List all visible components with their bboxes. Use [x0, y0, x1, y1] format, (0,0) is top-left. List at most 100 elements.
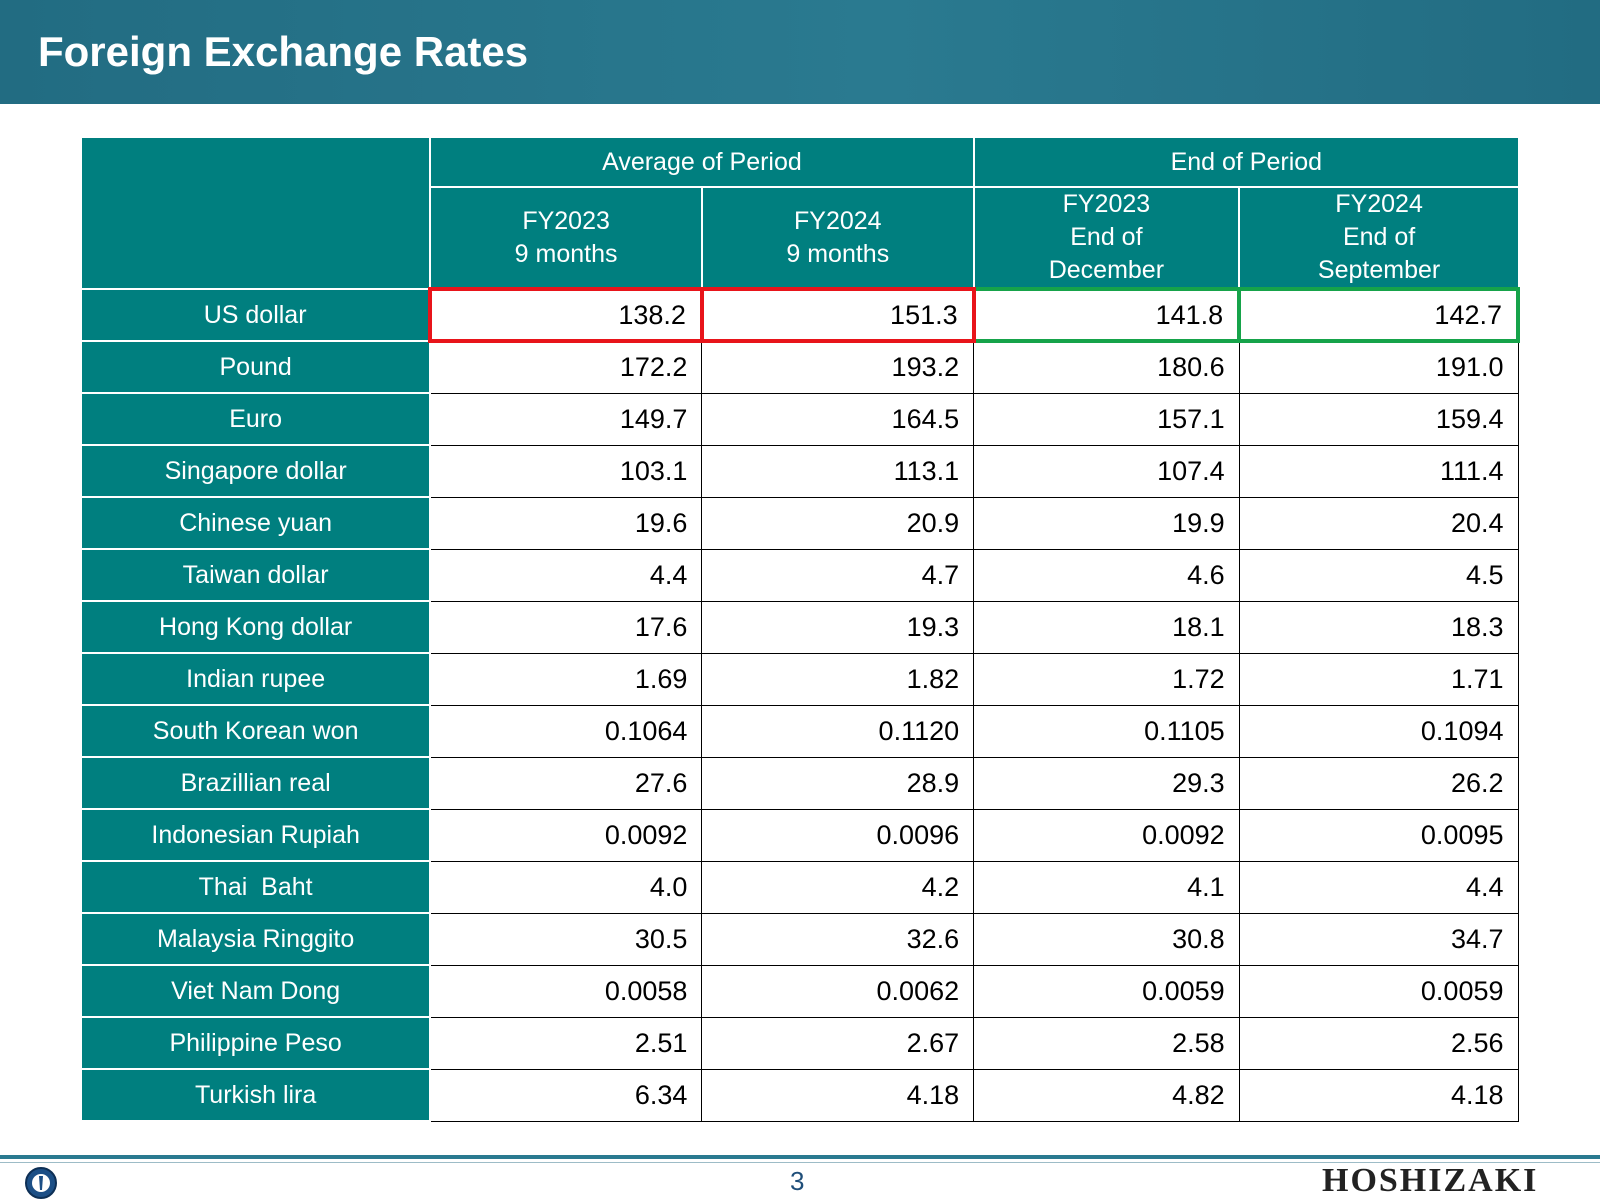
- rate-cell-avg-fy2024: 19.3: [701, 600, 975, 654]
- page-title: Foreign Exchange Rates: [38, 28, 529, 75]
- rate-cell-end-fy2024: 0.0095: [1238, 808, 1519, 862]
- rate-cell-avg-fy2024: 151.3: [699, 287, 976, 343]
- rate-cell-end-fy2023: 4.82: [973, 1068, 1240, 1122]
- table-row: Chinese yuan 19.6 20.9 19.9 20.4: [82, 496, 1519, 550]
- currency-label: Philippine Peso: [82, 1017, 432, 1070]
- table-row: Hong Kong dollar 17.6 19.3 18.1 18.3: [82, 600, 1519, 654]
- currency-label: Chinese yuan: [82, 497, 432, 550]
- brand-logo-text: HOSHIZAKI: [1322, 1162, 1539, 1199]
- rate-cell-avg-fy2024: 2.67: [701, 1016, 975, 1070]
- rate-cell-avg-fy2023: 0.0092: [429, 808, 703, 862]
- rate-cell-avg-fy2023: 30.5: [429, 912, 703, 966]
- rate-cell-avg-fy2023: 103.1: [429, 444, 703, 498]
- currency-label: Euro: [82, 393, 432, 446]
- rate-cell-end-fy2023: 4.6: [973, 548, 1240, 602]
- rate-cell-avg-fy2023: 2.51: [429, 1016, 703, 1070]
- rate-cell-end-fy2023: 180.6: [973, 340, 1240, 394]
- rate-cell-avg-fy2024: 1.82: [701, 652, 975, 706]
- rate-cell-end-fy2023: 0.0059: [973, 964, 1240, 1018]
- rate-cell-end-fy2023: 1.72: [973, 652, 1240, 706]
- column-header-end-fy2024: FY2024 End of September: [1238, 187, 1518, 290]
- rate-cell-avg-fy2023: 0.1064: [429, 704, 703, 758]
- rate-cell-end-fy2024: 20.4: [1238, 496, 1519, 550]
- rate-cell-avg-fy2023: 4.4: [429, 548, 703, 602]
- rate-cell-end-fy2023: 4.1: [973, 860, 1240, 914]
- rate-cell-end-fy2023: 157.1: [973, 392, 1240, 446]
- rate-cell-end-fy2023: 0.1105: [973, 704, 1240, 758]
- column-header-end-fy2023: FY2023 End of December: [972, 187, 1240, 290]
- currency-label: Pound: [82, 341, 432, 394]
- table-row: Brazillian real 27.6 28.9 29.3 26.2: [82, 756, 1519, 810]
- currency-label: Singapore dollar: [82, 445, 432, 498]
- rate-cell-end-fy2024: 4.18: [1238, 1068, 1519, 1122]
- rate-cell-end-fy2023: 18.1: [973, 600, 1240, 654]
- table-body: US dollar 138.2 151.3 141.8 142.7 Pound 172.2 1…: [82, 287, 1520, 1122]
- rate-cell-avg-fy2023: 149.7: [429, 392, 703, 446]
- rate-cell-end-fy2024: 4.5: [1238, 548, 1519, 602]
- rate-cell-end-fy2023: 141.8: [971, 287, 1242, 343]
- table-row: US dollar 138.2 151.3 141.8 142.7: [82, 287, 1520, 343]
- rate-cell-avg-fy2024: 0.0096: [701, 808, 975, 862]
- rate-cell-end-fy2023: 107.4: [973, 444, 1240, 498]
- table-row: Pound 172.2 193.2 180.6 191.0: [82, 340, 1519, 394]
- exchange-rate-table: Average of Period End of Period FY2023 9…: [82, 138, 1520, 1122]
- rate-cell-avg-fy2024: 0.1120: [701, 704, 975, 758]
- rate-cell-end-fy2024: 34.7: [1238, 912, 1519, 966]
- rate-cell-end-fy2024: 2.56: [1238, 1016, 1519, 1070]
- rate-cell-avg-fy2023: 17.6: [429, 600, 703, 654]
- rate-cell-avg-fy2023: 19.6: [429, 496, 703, 550]
- rate-cell-end-fy2024: 0.0059: [1238, 964, 1519, 1018]
- rate-cell-end-fy2023: 2.58: [973, 1016, 1240, 1070]
- currency-label: Hong Kong dollar: [82, 601, 432, 654]
- rate-cell-end-fy2024: 142.7: [1237, 287, 1520, 343]
- currency-label: Thai Baht: [82, 861, 432, 914]
- rate-cell-end-fy2023: 30.8: [973, 912, 1240, 966]
- currency-label: Malaysia Ringgito: [82, 913, 432, 966]
- rate-cell-avg-fy2023: 6.34: [429, 1068, 703, 1122]
- title-bar: Foreign Exchange Rates: [0, 0, 1600, 104]
- rate-cell-end-fy2023: 29.3: [973, 756, 1240, 810]
- table-row: Singapore dollar 103.1 113.1 107.4 111.4: [82, 444, 1519, 498]
- rate-cell-end-fy2023: 0.0092: [973, 808, 1240, 862]
- rate-cell-avg-fy2023: 138.2: [428, 287, 704, 343]
- rate-cell-avg-fy2023: 27.6: [429, 756, 703, 810]
- rate-cell-avg-fy2024: 4.2: [701, 860, 975, 914]
- currency-label: US dollar: [82, 289, 432, 342]
- corner-header-cell: [82, 138, 431, 290]
- page-number: 3: [790, 1166, 805, 1196]
- rate-cell-end-fy2024: 191.0: [1238, 340, 1519, 394]
- rate-cell-avg-fy2024: 20.9: [701, 496, 975, 550]
- rate-cell-avg-fy2024: 113.1: [701, 444, 975, 498]
- table-row: Indian rupee 1.69 1.82 1.72 1.71: [82, 652, 1519, 706]
- rate-cell-end-fy2024: 18.3: [1238, 600, 1519, 654]
- currency-label: Viet Nam Dong: [82, 965, 432, 1018]
- table-row: Euro 149.7 164.5 157.1 159.4: [82, 392, 1519, 446]
- footer-rule: [0, 1155, 1600, 1159]
- currency-label: Indonesian Rupiah: [82, 809, 432, 862]
- rate-cell-avg-fy2024: 4.18: [701, 1068, 975, 1122]
- rate-cell-avg-fy2023: 4.0: [429, 860, 703, 914]
- table-row: Philippine Peso 2.51 2.67 2.58 2.56: [82, 1016, 1519, 1070]
- rate-cell-end-fy2024: 26.2: [1238, 756, 1519, 810]
- table-row: Turkish lira 6.34 4.18 4.82 4.18: [82, 1068, 1519, 1122]
- group-header-end: End of Period: [972, 138, 1518, 188]
- column-header-avg-fy2024: FY2024 9 months: [700, 187, 974, 290]
- rate-cell-end-fy2023: 19.9: [973, 496, 1240, 550]
- rate-cell-avg-fy2024: 4.7: [701, 548, 975, 602]
- currency-label: Turkish lira: [82, 1069, 432, 1122]
- rate-cell-avg-fy2024: 164.5: [701, 392, 975, 446]
- currency-label: Indian rupee: [82, 653, 432, 706]
- footer-rule-thin: [0, 1162, 1600, 1163]
- rate-cell-end-fy2024: 4.4: [1238, 860, 1519, 914]
- emblem-icon: [25, 1167, 57, 1199]
- rate-cell-avg-fy2023: 172.2: [429, 340, 703, 394]
- rate-cell-avg-fy2024: 193.2: [701, 340, 975, 394]
- rate-cell-end-fy2024: 111.4: [1238, 444, 1519, 498]
- rate-cell-end-fy2024: 0.1094: [1238, 704, 1519, 758]
- table-row: Thai Baht 4.0 4.2 4.1 4.4: [82, 860, 1519, 914]
- currency-label: Taiwan dollar: [82, 549, 432, 602]
- rate-cell-avg-fy2023: 0.0058: [429, 964, 703, 1018]
- table-row: South Korean won 0.1064 0.1120 0.1105 0.1094: [82, 704, 1519, 758]
- rate-cell-avg-fy2024: 32.6: [701, 912, 975, 966]
- rate-cell-end-fy2024: 1.71: [1238, 652, 1519, 706]
